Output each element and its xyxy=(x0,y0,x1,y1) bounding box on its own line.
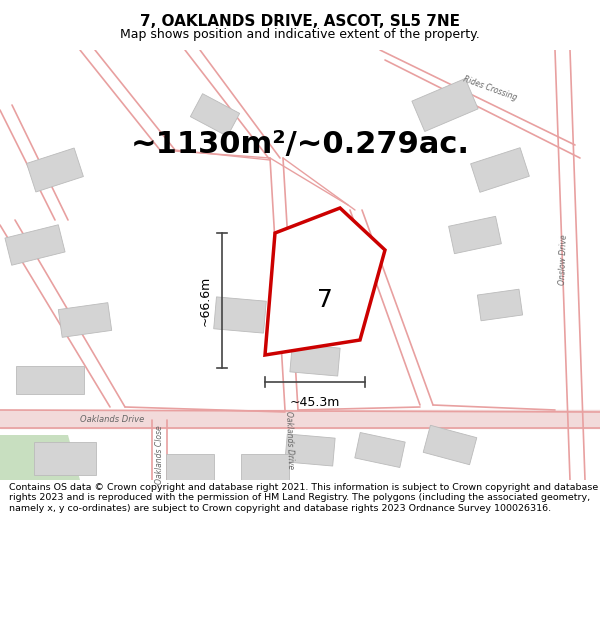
Text: 7, OAKLANDS DRIVE, ASCOT, SL5 7NE: 7, OAKLANDS DRIVE, ASCOT, SL5 7NE xyxy=(140,14,460,29)
Polygon shape xyxy=(470,148,529,192)
Polygon shape xyxy=(265,208,385,355)
Polygon shape xyxy=(355,432,405,468)
Polygon shape xyxy=(423,425,477,465)
Text: Oaklands Close: Oaklands Close xyxy=(155,426,163,484)
Polygon shape xyxy=(412,79,478,131)
Text: ~1130m²/~0.279ac.: ~1130m²/~0.279ac. xyxy=(131,131,470,159)
Polygon shape xyxy=(16,366,84,394)
Polygon shape xyxy=(26,148,83,192)
Text: Oaklands Drive: Oaklands Drive xyxy=(284,411,296,469)
Polygon shape xyxy=(449,216,502,254)
Text: ~45.3m: ~45.3m xyxy=(290,396,340,409)
Polygon shape xyxy=(190,94,239,136)
Polygon shape xyxy=(241,454,289,482)
Text: Oaklands Drive: Oaklands Drive xyxy=(80,414,144,424)
Polygon shape xyxy=(5,225,65,265)
Text: Onslow Drive: Onslow Drive xyxy=(557,234,568,286)
Polygon shape xyxy=(285,434,335,466)
Polygon shape xyxy=(34,441,96,474)
Text: 7: 7 xyxy=(317,288,333,312)
Polygon shape xyxy=(166,454,214,482)
Text: Rides Crossing: Rides Crossing xyxy=(462,74,518,102)
Text: Map shows position and indicative extent of the property.: Map shows position and indicative extent… xyxy=(120,28,480,41)
Polygon shape xyxy=(58,302,112,338)
Polygon shape xyxy=(0,435,80,480)
Polygon shape xyxy=(478,289,523,321)
Text: ~66.6m: ~66.6m xyxy=(199,276,212,326)
Polygon shape xyxy=(290,344,340,376)
Text: Contains OS data © Crown copyright and database right 2021. This information is : Contains OS data © Crown copyright and d… xyxy=(9,483,598,512)
Polygon shape xyxy=(214,297,266,333)
